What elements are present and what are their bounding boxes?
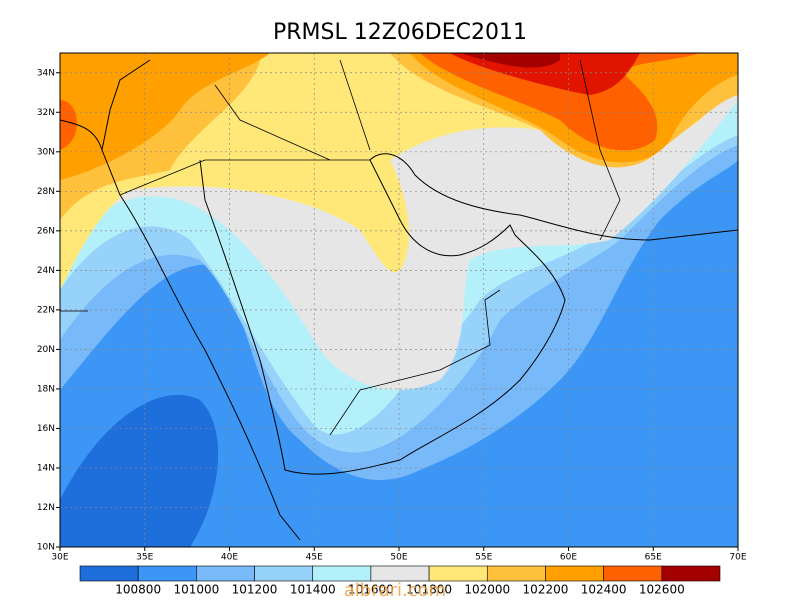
y-tick-label: 12N [37, 503, 55, 513]
y-tick-label: 14N [37, 463, 55, 473]
colorbar-label: 102600 [639, 583, 685, 597]
y-tick-label: 10N [37, 543, 55, 553]
y-tick-label: 24N [37, 266, 55, 276]
x-tick-label: 45E [306, 553, 323, 563]
y-tick-label: 34N [37, 68, 55, 78]
y-tick-label: 22N [37, 305, 55, 315]
africa-coast [60, 119, 301, 541]
colorbar-label: 101000 [173, 583, 219, 597]
y-tick-label: 28N [37, 187, 55, 197]
y-tick-label: 32N [37, 108, 55, 118]
colorbar-label: 102400 [581, 583, 627, 597]
colorbar-label: 102200 [523, 583, 569, 597]
colorbar-label: 100800 [115, 583, 161, 597]
colorbar-box [370, 565, 430, 582]
x-tick-label: 40E [221, 553, 238, 563]
x-tick-label: 55E [475, 553, 492, 563]
arabia-coast [199, 153, 738, 475]
watermark: albrari.com [344, 580, 446, 600]
colorbar-box [428, 565, 488, 582]
y-tick-label: 20N [37, 345, 55, 355]
colorbar-box [137, 565, 197, 582]
colorbar-label: 101800 [406, 583, 452, 597]
colorbar-box [545, 565, 604, 582]
colorbar-label: 101200 [232, 583, 278, 597]
colorbar-box [196, 565, 255, 582]
field-peak [460, 53, 560, 68]
field-100800 [60, 394, 219, 547]
x-tick-label: 30E [51, 553, 68, 563]
y-tick-label: 18N [37, 384, 55, 394]
axis-ticks: 30E 35E 40E 45E 50E 55E 60E 65E 70E 10N 12N 14N 16N 1… [37, 68, 747, 562]
colorbar-label: 102000 [464, 583, 510, 597]
field-high [450, 53, 640, 95]
colorbar-box [79, 565, 139, 582]
borders [60, 59, 621, 436]
pressure-field [60, 53, 738, 547]
y-tick-label: 26N [37, 226, 55, 236]
x-tick-label: 35E [136, 553, 153, 563]
y-tick-label: 30N [37, 147, 55, 157]
x-tick-label: 60E [560, 553, 577, 563]
x-tick-label: 70E [729, 553, 746, 563]
colorbar: 100800 101000 101200 101400 101600 101800 1020… [79, 565, 721, 597]
colorbar-box [254, 565, 314, 582]
grid [60, 53, 738, 547]
y-tick-label: 16N [37, 424, 55, 434]
colorbar-box [312, 565, 372, 582]
x-tick-label: 65E [645, 553, 662, 563]
colorbar-label: 101400 [290, 583, 336, 597]
colorbar-box [486, 565, 546, 582]
colorbar-box [603, 565, 663, 582]
colorbar-label: 101600 [348, 583, 394, 597]
colorbar-box [661, 565, 721, 582]
levant-coast [101, 59, 151, 151]
x-tick-label: 50E [390, 553, 407, 563]
map-title: PRMSL 12Z06DEC2011 [273, 20, 527, 45]
